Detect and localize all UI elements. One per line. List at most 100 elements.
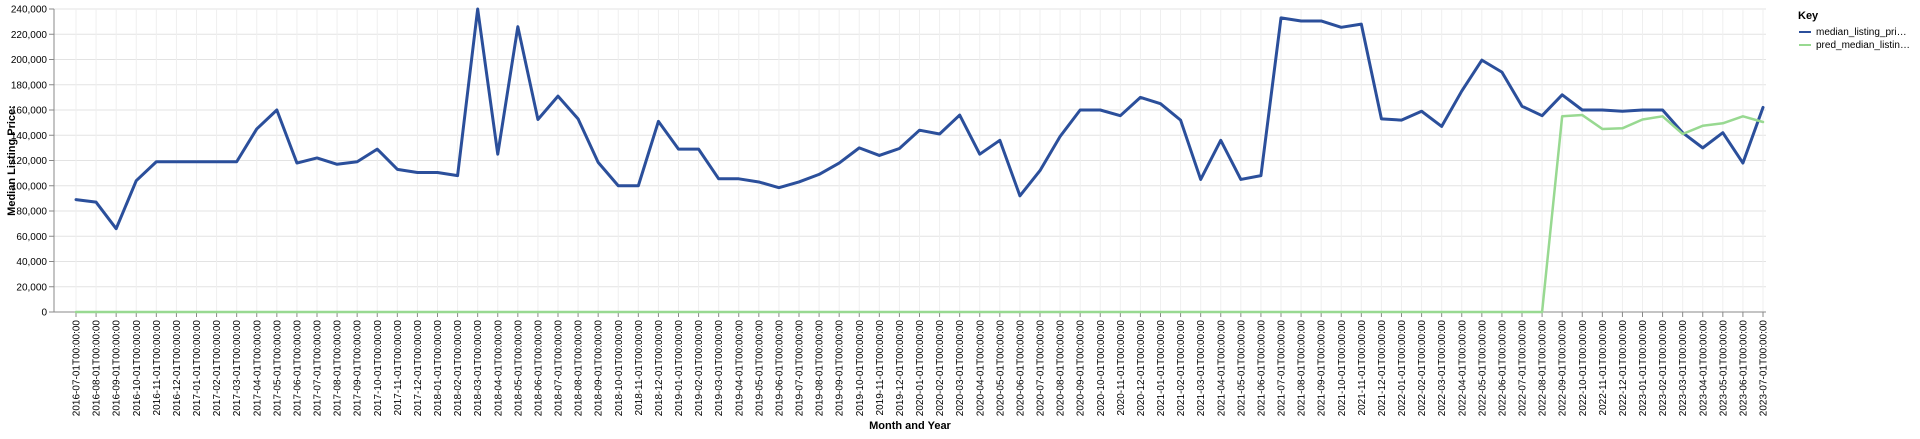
legend-label-median-listing-price: median_listing_pri…: [1816, 27, 1907, 38]
y-tick-label: 220,000: [11, 30, 48, 41]
y-tick-label: 180,000: [11, 80, 48, 91]
y-tick-label: 20,000: [16, 282, 47, 293]
x-tick-label: 2021-09-01T00:00:00: [1317, 320, 1328, 417]
x-tick-label: 2018-04-01T00:00:00: [493, 320, 504, 417]
x-tick-label: 2022-11-01T00:00:00: [1598, 320, 1609, 416]
x-tick-label: 2019-03-01T00:00:00: [714, 320, 725, 417]
x-tick-label: 2022-03-01T00:00:00: [1437, 320, 1448, 417]
x-tick-label: 2020-11-01T00:00:00: [1116, 320, 1127, 416]
x-tick-label: 2021-06-01T00:00:00: [1256, 320, 1267, 417]
legend-label-pred-median-listing-price: pred_median_listin…: [1816, 40, 1910, 51]
x-tick-label: 2022-09-01T00:00:00: [1558, 320, 1569, 417]
x-tick-label: 2022-10-01T00:00:00: [1578, 320, 1589, 417]
x-tick-label: 2018-02-01T00:00:00: [453, 320, 464, 417]
x-tick-label: 2020-04-01T00:00:00: [975, 320, 986, 417]
x-tick-label: 2023-04-01T00:00:00: [1698, 320, 1709, 417]
series-layer: [74, 7, 1765, 314]
x-tick-label: 2019-04-01T00:00:00: [734, 320, 745, 417]
x-tick-label: 2018-03-01T00:00:00: [473, 320, 484, 417]
x-tick-label: 2017-06-01T00:00:00: [292, 320, 303, 417]
x-tick-label: 2020-07-01T00:00:00: [1036, 320, 1047, 417]
x-tick-label: 2016-07-01T00:00:00: [72, 320, 83, 417]
y-tick-label: 240,000: [11, 5, 48, 16]
x-tick-label: 2019-02-01T00:00:00: [694, 320, 705, 417]
x-tick-label: 2021-12-01T00:00:00: [1377, 320, 1388, 417]
x-tick-label: 2023-06-01T00:00:00: [1738, 320, 1749, 417]
x-tick-label: 2017-04-01T00:00:00: [252, 320, 263, 417]
y-tick-label: 100,000: [11, 181, 48, 192]
x-tick-label: 2019-07-01T00:00:00: [795, 320, 806, 417]
x-tick-label: 2017-10-01T00:00:00: [373, 320, 384, 417]
x-tick-label: 2022-08-01T00:00:00: [1538, 320, 1549, 417]
x-tick-label: 2016-08-01T00:00:00: [92, 320, 103, 417]
x-axis-title: Month and Year: [869, 420, 951, 432]
x-tick-label: 2021-08-01T00:00:00: [1297, 320, 1308, 417]
x-tick-label: 2020-08-01T00:00:00: [1056, 320, 1067, 417]
x-tick-label: 2022-05-01T00:00:00: [1477, 320, 1488, 417]
x-tick-label: 2020-03-01T00:00:00: [955, 320, 966, 417]
y-tick-label: 80,000: [16, 207, 47, 218]
x-tick-label: 2023-02-01T00:00:00: [1658, 320, 1669, 417]
x-tick-label: 2018-08-01T00:00:00: [574, 320, 585, 417]
x-tick-label: 2019-08-01T00:00:00: [815, 320, 826, 417]
x-tick-label: 2018-07-01T00:00:00: [554, 320, 565, 417]
x-tick-label: 2018-09-01T00:00:00: [594, 320, 605, 417]
series-line-median-listing-price: [74, 7, 1765, 231]
x-tick-label: 2016-12-01T00:00:00: [172, 320, 183, 417]
grid-layer: [54, 8, 1766, 313]
x-tick-label: 2017-05-01T00:00:00: [272, 320, 283, 417]
y-tick-label: 40,000: [16, 257, 47, 268]
x-tick-label: 2019-05-01T00:00:00: [754, 320, 765, 417]
axis-layer: 0 20,000 40,000 60,000 80,000 100,000 120,000 1…: [11, 5, 1770, 417]
x-tick-label: 2016-10-01T00:00:00: [132, 320, 143, 417]
x-tick-label: 2018-05-01T00:00:00: [513, 320, 524, 417]
x-tick-label: 2021-01-01T00:00:00: [1156, 320, 1167, 417]
x-tick-label: 2023-07-01T00:00:00: [1759, 320, 1770, 417]
series-line-pred-median-listing-price: [74, 113, 1765, 314]
x-tick-label: 2019-10-01T00:00:00: [855, 320, 866, 417]
x-tick-label: 2018-11-01T00:00:00: [634, 320, 645, 416]
x-tick-label: 2020-02-01T00:00:00: [935, 320, 946, 417]
legend-title: Key: [1798, 10, 1819, 22]
x-tick-label: 2017-12-01T00:00:00: [413, 320, 424, 417]
x-tick-label: 2017-07-01T00:00:00: [313, 320, 324, 417]
x-tick-label: 2019-09-01T00:00:00: [835, 320, 846, 417]
y-tick-label: 120,000: [11, 156, 48, 167]
x-tick-label: 2020-12-01T00:00:00: [1136, 320, 1147, 417]
y-tick-label: 60,000: [16, 232, 47, 243]
x-tick-label: 2019-12-01T00:00:00: [895, 320, 906, 417]
legend: Key median_listing_pri… pred_median_list…: [1798, 10, 1910, 51]
x-tick-label: 2018-10-01T00:00:00: [614, 320, 625, 417]
y-tick-label: 200,000: [11, 55, 48, 66]
x-tick-label: 2020-09-01T00:00:00: [1076, 320, 1087, 417]
x-tick-label: 2023-05-01T00:00:00: [1718, 320, 1729, 417]
x-tick-label: 2021-05-01T00:00:00: [1236, 320, 1247, 417]
x-tick-label: 2017-02-01T00:00:00: [212, 320, 223, 417]
x-tick-label: 2017-11-01T00:00:00: [393, 320, 404, 416]
x-tick-label: 2017-01-01T00:00:00: [192, 320, 203, 417]
x-tick-label: 2021-07-01T00:00:00: [1277, 320, 1288, 417]
x-tick-label: 2017-08-01T00:00:00: [333, 320, 344, 417]
y-axis-title: Median Listing Price:: [6, 105, 18, 216]
x-tick-label: 2017-09-01T00:00:00: [353, 320, 364, 417]
x-tick-label: 2021-03-01T00:00:00: [1196, 320, 1207, 417]
y-tick-label: 140,000: [11, 131, 48, 142]
x-tick-label: 2020-10-01T00:00:00: [1096, 320, 1107, 417]
x-tick-label: 2021-10-01T00:00:00: [1337, 320, 1348, 417]
x-tick-label: 2019-11-01T00:00:00: [875, 320, 886, 416]
x-tick-label: 2020-05-01T00:00:00: [995, 320, 1006, 417]
x-tick-label: 2023-03-01T00:00:00: [1678, 320, 1689, 417]
x-tick-label: 2023-01-01T00:00:00: [1638, 320, 1649, 417]
x-tick-label: 2018-06-01T00:00:00: [533, 320, 544, 417]
x-tick-label: 2022-07-01T00:00:00: [1518, 320, 1529, 417]
x-tick-label: 2017-03-01T00:00:00: [232, 320, 243, 417]
x-tick-label: 2019-01-01T00:00:00: [674, 320, 685, 417]
x-tick-label: 2016-11-01T00:00:00: [152, 320, 163, 416]
x-tick-label: 2021-02-01T00:00:00: [1176, 320, 1187, 417]
y-tick-label: 0: [41, 308, 47, 319]
x-tick-label: 2022-12-01T00:00:00: [1618, 320, 1629, 417]
x-tick-label: 2022-01-01T00:00:00: [1397, 320, 1408, 417]
x-tick-label: 2020-01-01T00:00:00: [915, 320, 926, 417]
